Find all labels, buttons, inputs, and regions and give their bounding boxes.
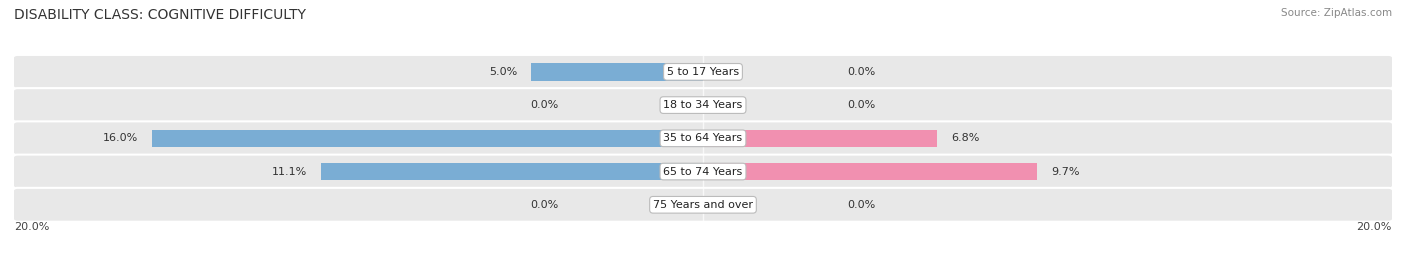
Text: 20.0%: 20.0%: [1357, 222, 1392, 232]
Text: 0.0%: 0.0%: [848, 200, 876, 210]
Text: 35 to 64 Years: 35 to 64 Years: [664, 133, 742, 143]
Text: 0.0%: 0.0%: [530, 100, 558, 110]
Text: 9.7%: 9.7%: [1050, 167, 1080, 177]
Text: 11.1%: 11.1%: [271, 167, 307, 177]
Text: Source: ZipAtlas.com: Source: ZipAtlas.com: [1281, 8, 1392, 18]
Bar: [152, 130, 703, 147]
Text: 0.0%: 0.0%: [848, 100, 876, 110]
Text: 75 Years and over: 75 Years and over: [652, 200, 754, 210]
Bar: [703, 163, 1038, 180]
Text: 20.0%: 20.0%: [14, 222, 49, 232]
Text: 16.0%: 16.0%: [103, 133, 138, 143]
Bar: [703, 130, 938, 147]
Text: 5 to 17 Years: 5 to 17 Years: [666, 67, 740, 77]
Text: 5.0%: 5.0%: [489, 67, 517, 77]
FancyBboxPatch shape: [13, 88, 1393, 122]
Text: 0.0%: 0.0%: [530, 200, 558, 210]
FancyBboxPatch shape: [13, 155, 1393, 188]
Text: 6.8%: 6.8%: [950, 133, 980, 143]
FancyBboxPatch shape: [13, 55, 1393, 89]
Text: DISABILITY CLASS: COGNITIVE DIFFICULTY: DISABILITY CLASS: COGNITIVE DIFFICULTY: [14, 8, 307, 22]
Text: 18 to 34 Years: 18 to 34 Years: [664, 100, 742, 110]
Bar: [321, 163, 703, 180]
FancyBboxPatch shape: [13, 188, 1393, 222]
Text: 65 to 74 Years: 65 to 74 Years: [664, 167, 742, 177]
Bar: [531, 63, 703, 80]
FancyBboxPatch shape: [13, 122, 1393, 155]
Text: 0.0%: 0.0%: [848, 67, 876, 77]
